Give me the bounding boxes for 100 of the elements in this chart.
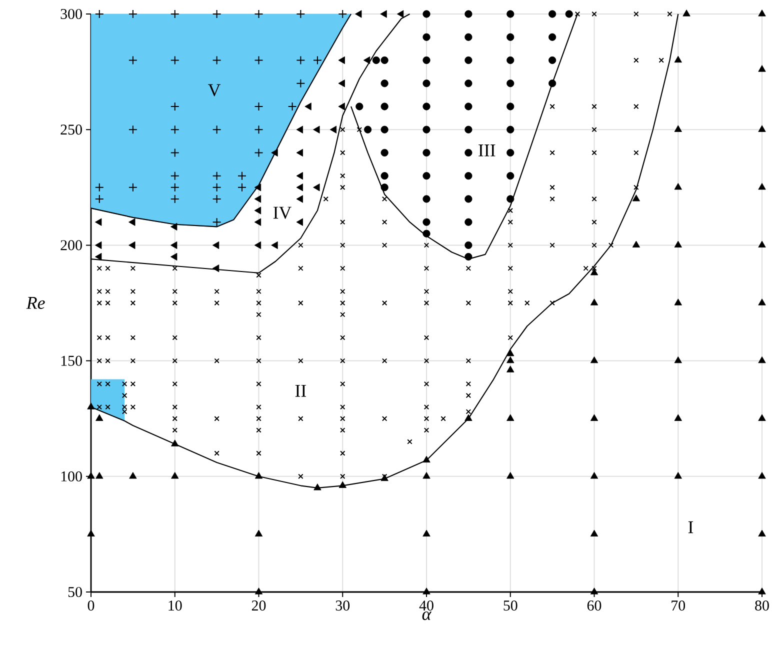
point — [212, 125, 222, 134]
point — [506, 195, 514, 203]
point — [590, 268, 598, 276]
x-tick-label: 30 — [336, 600, 350, 611]
point — [296, 184, 303, 192]
point — [422, 56, 430, 64]
point — [170, 56, 180, 65]
point — [758, 65, 766, 72]
x-tick-label: 0 — [88, 600, 94, 611]
point — [212, 56, 222, 65]
point — [170, 171, 180, 180]
point — [548, 33, 556, 41]
point — [355, 10, 362, 18]
point — [296, 10, 306, 18]
point — [94, 10, 104, 18]
point — [254, 56, 264, 65]
point — [758, 183, 766, 190]
point — [338, 481, 346, 488]
point — [296, 148, 303, 157]
point — [128, 125, 138, 134]
point — [422, 456, 430, 463]
y-axis-title: Re — [26, 297, 45, 309]
point — [758, 588, 766, 594]
point — [170, 194, 180, 204]
point — [422, 102, 430, 110]
x-axis-title: α — [422, 611, 432, 620]
annotation: V — [208, 84, 221, 96]
point — [422, 472, 430, 479]
point — [87, 530, 95, 536]
point — [548, 80, 556, 88]
point — [464, 126, 472, 134]
point — [506, 80, 514, 88]
point — [128, 241, 136, 250]
point — [506, 102, 514, 110]
point — [464, 172, 472, 180]
point — [330, 126, 337, 134]
point — [380, 148, 388, 156]
point — [296, 126, 303, 134]
point — [565, 10, 573, 18]
point — [254, 148, 264, 158]
point — [674, 472, 682, 479]
point — [254, 588, 263, 594]
point — [674, 414, 682, 421]
point — [758, 530, 766, 536]
point — [380, 126, 388, 134]
point — [212, 264, 220, 272]
point — [254, 472, 263, 479]
point — [94, 182, 104, 192]
point — [128, 218, 136, 226]
point — [288, 102, 297, 111]
point — [356, 102, 364, 110]
x-tick-label: 70 — [672, 600, 686, 611]
point — [758, 472, 766, 479]
point — [254, 218, 262, 226]
point — [212, 182, 222, 192]
point — [506, 126, 514, 134]
point — [372, 56, 380, 64]
point — [313, 126, 320, 134]
point — [212, 10, 222, 18]
annotation: II — [295, 384, 306, 397]
point — [87, 402, 95, 410]
point — [254, 102, 264, 111]
point — [548, 56, 556, 64]
point — [506, 366, 514, 372]
point — [548, 10, 556, 18]
point — [758, 414, 766, 421]
point — [170, 148, 180, 158]
point — [632, 194, 640, 202]
point — [296, 195, 303, 203]
point — [422, 218, 430, 226]
point — [296, 78, 306, 88]
point — [506, 33, 514, 41]
point — [590, 472, 598, 479]
point — [338, 80, 345, 88]
point — [128, 182, 138, 192]
point — [422, 10, 430, 18]
point — [506, 148, 514, 156]
point — [87, 472, 95, 479]
point — [170, 10, 180, 18]
point — [464, 148, 472, 156]
point — [422, 230, 430, 238]
point — [254, 125, 264, 134]
point — [170, 125, 180, 134]
point — [506, 414, 514, 421]
y-tick-label: 300 — [60, 8, 82, 20]
point — [422, 172, 430, 180]
point — [464, 241, 472, 249]
point — [237, 182, 246, 192]
point — [422, 126, 430, 134]
point — [96, 414, 104, 421]
x-tick-label: 10 — [168, 600, 182, 611]
point — [254, 530, 263, 536]
point — [380, 102, 388, 110]
point — [212, 194, 222, 204]
point — [363, 56, 370, 64]
point — [170, 222, 178, 231]
point — [94, 194, 104, 204]
point — [129, 472, 137, 479]
point — [170, 102, 180, 111]
point — [674, 298, 682, 306]
